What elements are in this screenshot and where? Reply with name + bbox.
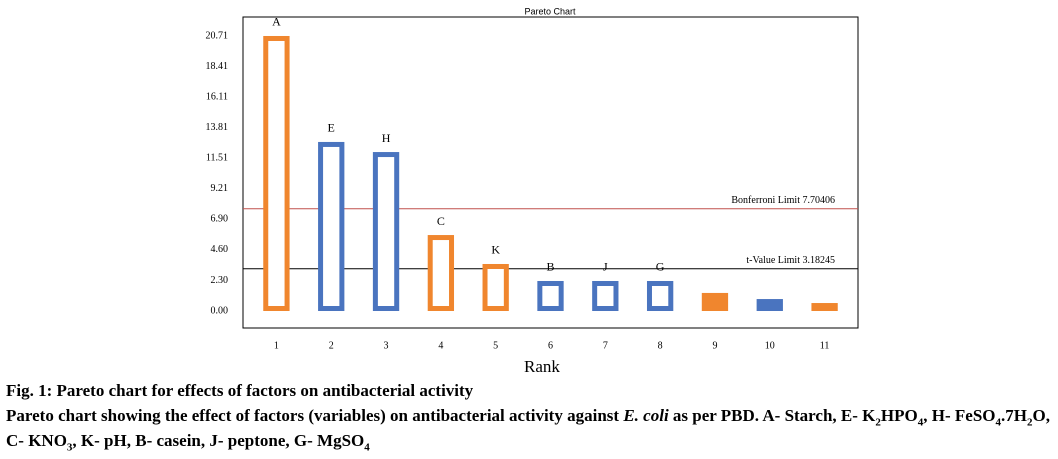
bar-label: J bbox=[603, 260, 608, 274]
bar bbox=[756, 299, 783, 312]
y-tick-label: 16.11 bbox=[206, 91, 228, 102]
bar bbox=[372, 152, 400, 312]
bar bbox=[318, 141, 345, 312]
x-tick-label: 5 bbox=[493, 340, 498, 351]
bar bbox=[592, 280, 619, 312]
y-tick-label: 6.90 bbox=[211, 214, 229, 225]
caption-part: , K- pH, B- casein, J- peptone, G- MgSO bbox=[72, 431, 365, 450]
caption-part: E. coli bbox=[623, 406, 669, 425]
caption: Fig. 1: Pareto chart for effects of fact… bbox=[6, 378, 1050, 453]
bar bbox=[263, 35, 290, 312]
x-tick-label: 10 bbox=[765, 340, 775, 351]
caption-part: , H- FeSO bbox=[923, 406, 996, 425]
x-tick-label: 1 bbox=[274, 340, 279, 351]
x-tick-label: 2 bbox=[329, 340, 334, 351]
chart-title: Pareto Chart bbox=[524, 6, 576, 16]
caption-part: Pareto chart showing the effect of facto… bbox=[6, 406, 624, 425]
bar-label: K bbox=[491, 243, 500, 257]
caption-sub: 4 bbox=[364, 441, 370, 454]
chart: Pareto Chart Rank 0.002.304.606.909.2111… bbox=[206, 6, 859, 376]
y-tick-label: 2.30 bbox=[211, 275, 229, 286]
x-tick-label: 11 bbox=[820, 340, 830, 351]
caption-part: as per PBD. A- Starch, E- K bbox=[668, 406, 876, 425]
bar-label: G bbox=[656, 260, 665, 274]
caption-sub: 3 bbox=[66, 441, 73, 454]
caption-sub: 4 bbox=[995, 416, 1002, 429]
bar bbox=[482, 263, 509, 312]
plot-frame bbox=[242, 16, 859, 329]
bar bbox=[701, 292, 729, 312]
y-tick-label: 13.81 bbox=[206, 122, 229, 133]
y-tick-label: 20.71 bbox=[206, 30, 229, 41]
y-tick-label: 4.60 bbox=[211, 244, 229, 255]
caption-sub: 2 bbox=[875, 416, 881, 429]
y-tick-label: 11.51 bbox=[206, 152, 228, 163]
y-tick-label: 0.00 bbox=[211, 305, 229, 316]
caption-part: O, C- KNO bbox=[6, 406, 1050, 450]
x-tick-label: 3 bbox=[384, 340, 389, 351]
caption-text: Pareto chart showing the effect of facto… bbox=[6, 403, 1050, 453]
bar bbox=[427, 235, 455, 312]
reference-label: t-Value Limit 3.18245 bbox=[746, 255, 835, 266]
bar-label: B bbox=[546, 260, 554, 274]
caption-title: Fig. 1: Pareto chart for effects of fact… bbox=[6, 381, 474, 400]
caption-sub: 2 bbox=[1027, 416, 1033, 429]
caption-sub: 4 bbox=[917, 416, 924, 429]
reference-label: Bonferroni Limit 7.70406 bbox=[731, 195, 835, 206]
bar bbox=[811, 303, 838, 312]
bar-label: A bbox=[272, 15, 281, 29]
x-axis-title: Rank bbox=[524, 357, 560, 376]
bar bbox=[646, 280, 674, 312]
bar-label: H bbox=[382, 131, 391, 145]
y-tick-label: 18.41 bbox=[206, 61, 229, 72]
bar-label: C bbox=[437, 214, 445, 228]
caption-part: .7H bbox=[1001, 406, 1028, 425]
x-tick-label: 9 bbox=[712, 340, 717, 351]
bar-label: E bbox=[328, 121, 335, 135]
bar bbox=[537, 280, 564, 312]
x-tick-label: 6 bbox=[548, 340, 553, 351]
x-tick-label: 4 bbox=[438, 340, 443, 351]
caption-part: HPO bbox=[880, 406, 918, 425]
x-tick-label: 8 bbox=[658, 340, 663, 351]
y-tick-label: 9.21 bbox=[211, 183, 229, 194]
x-tick-label: 7 bbox=[603, 340, 608, 351]
